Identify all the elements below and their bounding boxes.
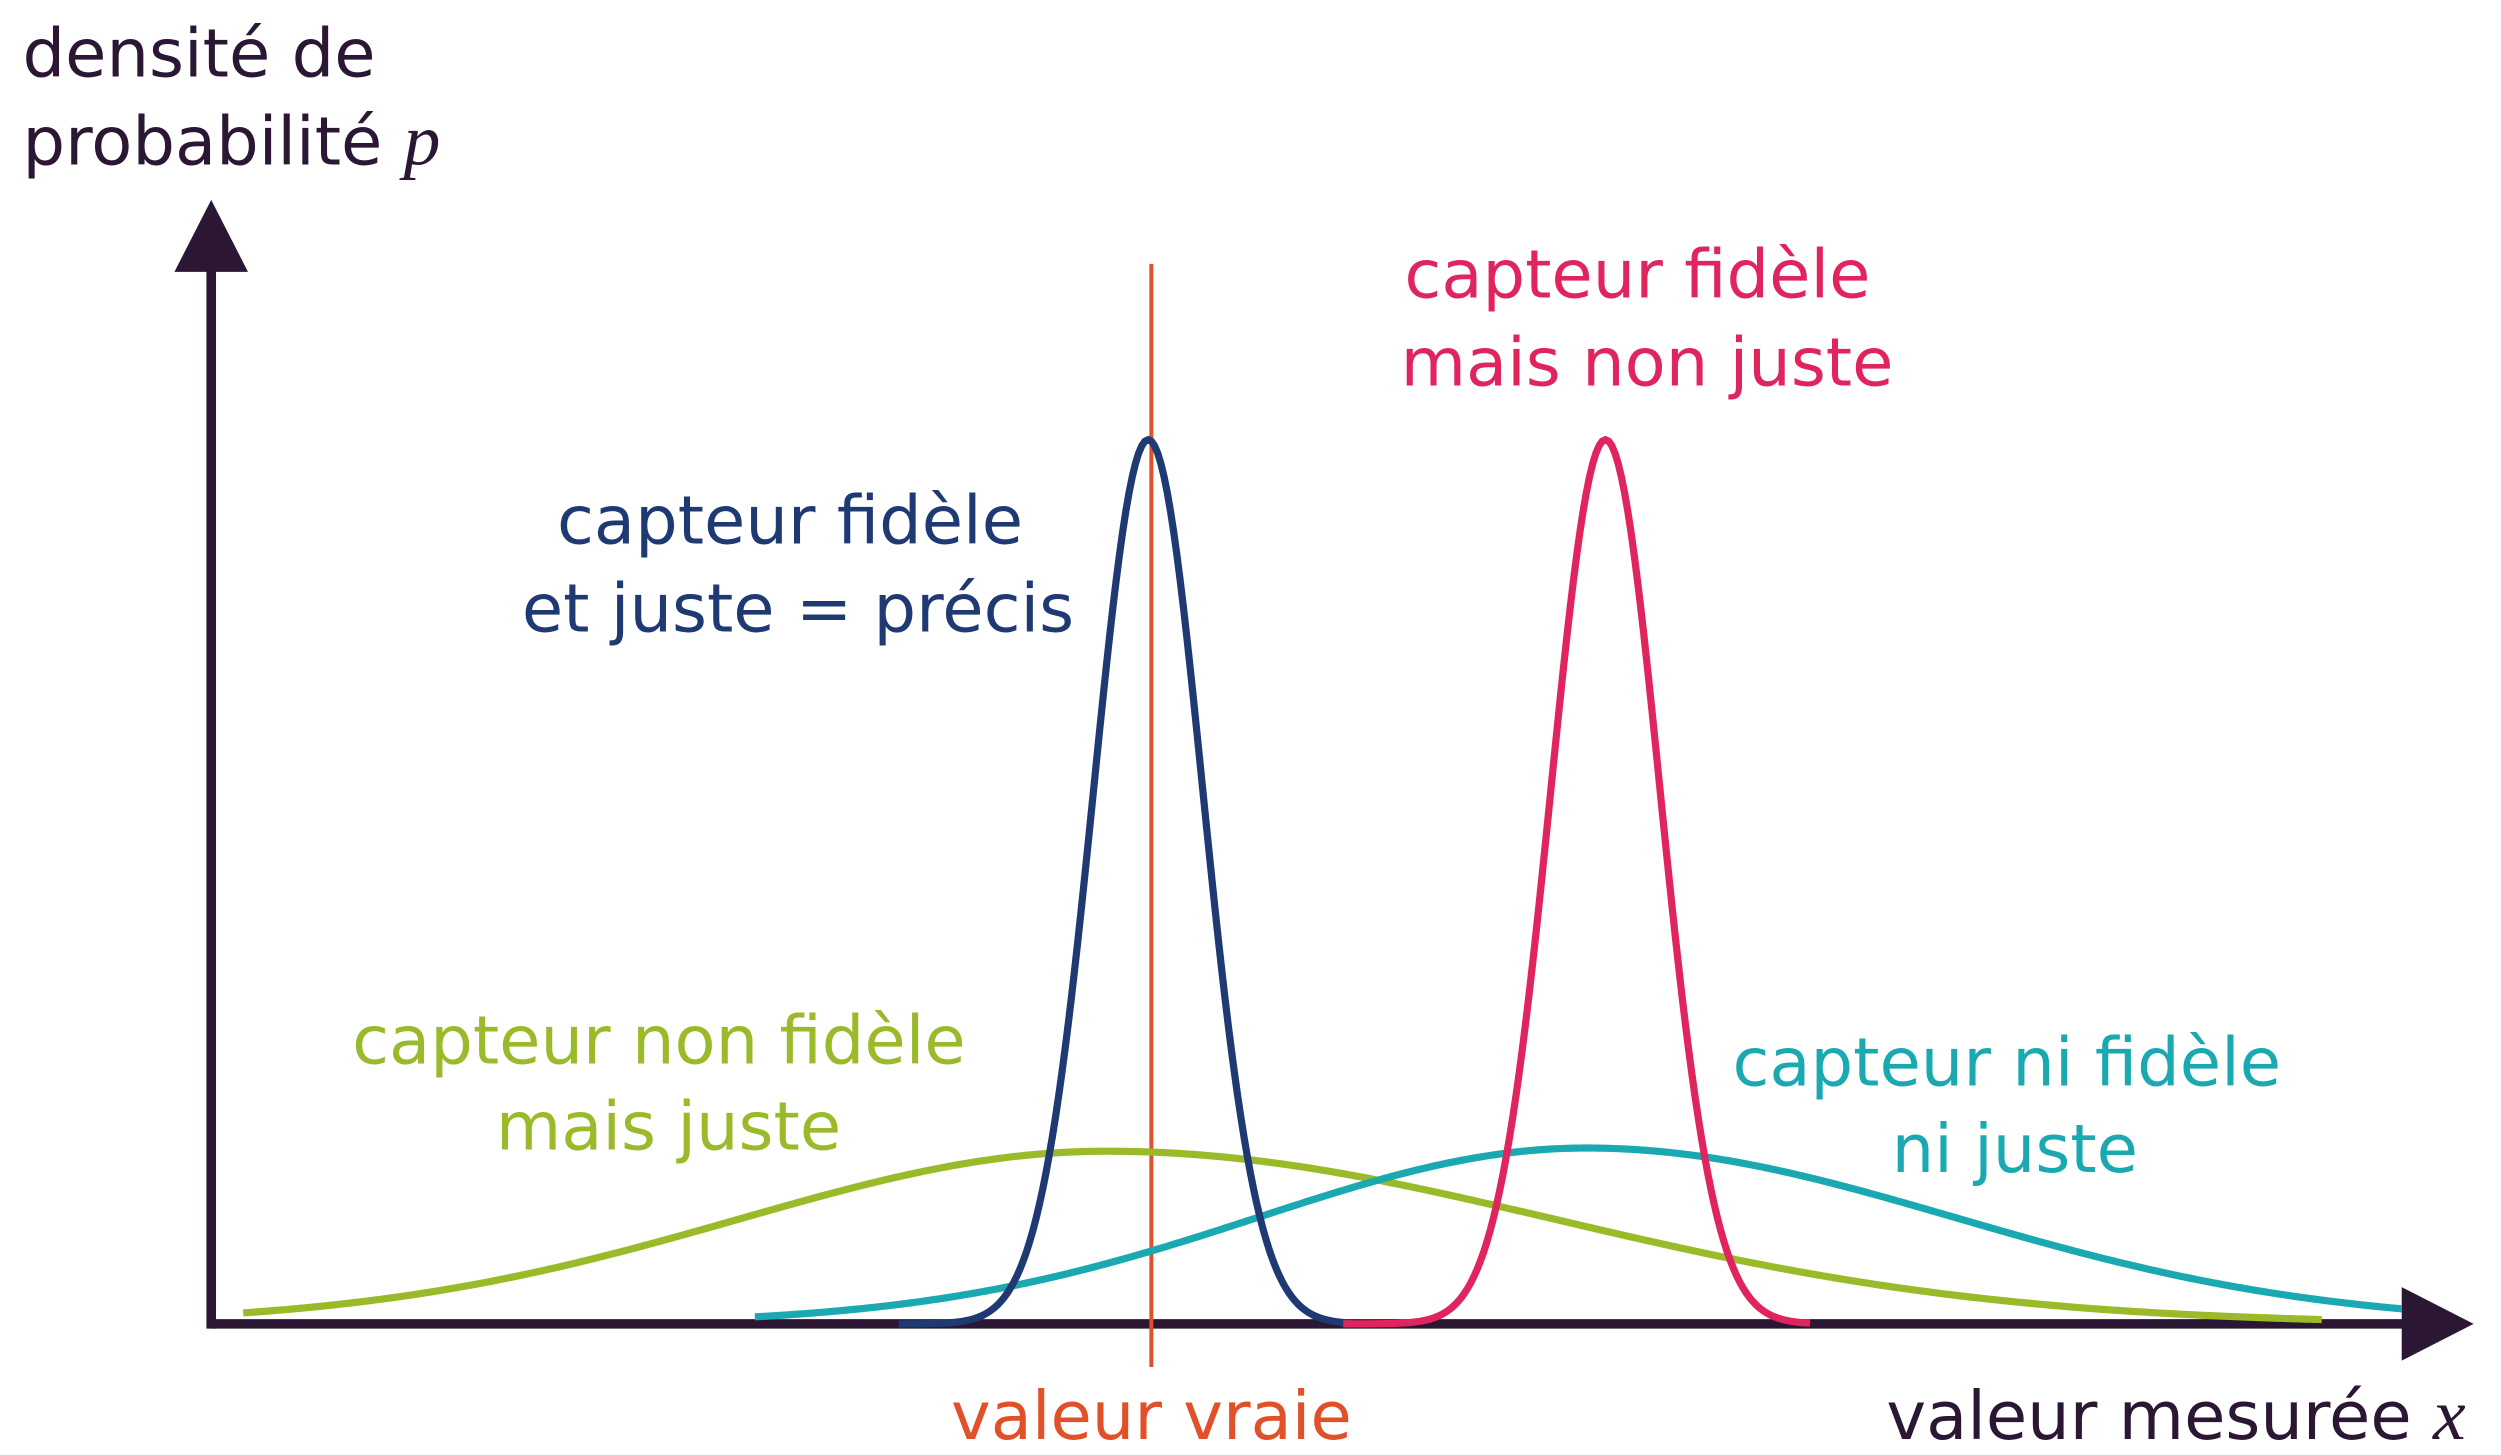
- y-axis-arrow: [174, 199, 248, 272]
- y-axis-symbol: p: [399, 99, 441, 181]
- curve-label: capteur non fidèle: [352, 1001, 966, 1079]
- x-axis-label: valeur mesurée: [1886, 1377, 2411, 1455]
- true-value-label: valeur vraie: [951, 1377, 1352, 1455]
- x-axis-symbol: x: [2432, 1373, 2466, 1455]
- y-axis-label: probabilité: [23, 103, 383, 181]
- y-axis-label: probabilité p: [23, 99, 441, 181]
- x-axis-label: valeur mesurée x: [1886, 1373, 2466, 1455]
- curves: [242, 435, 2403, 1328]
- distribution-curve: [1343, 435, 1811, 1328]
- curve-label: capteur fidèle: [1404, 235, 1870, 313]
- distribution-curve: [754, 1144, 2403, 1321]
- curve-label: capteur ni fidèle: [1733, 1024, 2282, 1102]
- curve-label: ni juste: [1892, 1110, 2138, 1188]
- curve-label: et juste = précis: [522, 570, 1074, 648]
- x-axis-arrow: [2401, 1287, 2474, 1361]
- curve-label: mais non juste: [1401, 323, 1894, 401]
- distribution-curve: [242, 1147, 2322, 1324]
- distribution-curve: [898, 435, 1350, 1328]
- curve-label: capteur fidèle: [557, 482, 1023, 560]
- curve-label: mais juste: [496, 1088, 841, 1166]
- y-axis-label: densité de: [23, 15, 376, 93]
